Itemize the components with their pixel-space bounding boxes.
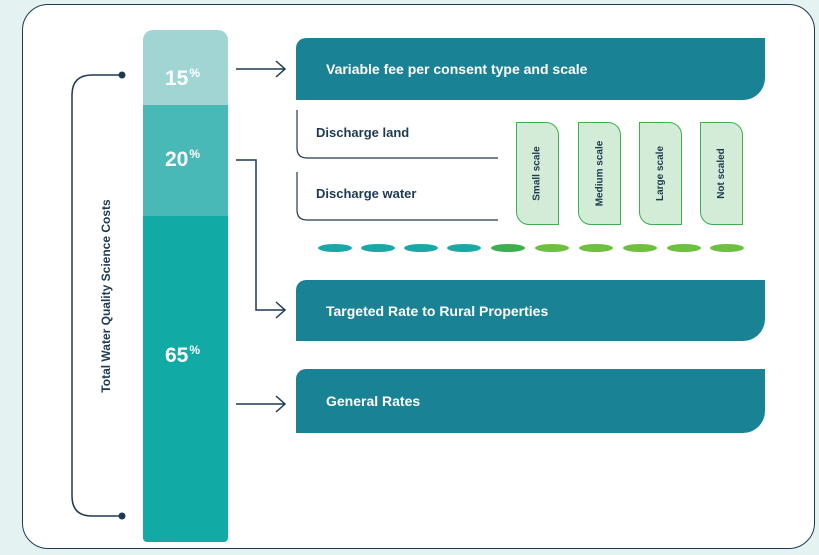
segment-65-percent: 65% xyxy=(143,216,228,542)
segment-value: 15 xyxy=(165,67,189,90)
general-rates-label: General Rates xyxy=(326,393,421,409)
scale-tag-large: Large scale xyxy=(639,122,682,225)
bracket-dot-top xyxy=(118,71,126,79)
bracket-line xyxy=(71,74,122,517)
segment-unit: % xyxy=(189,147,201,161)
segment-value: 20 xyxy=(165,148,189,171)
consent-discharge-land: Discharge land xyxy=(316,125,410,140)
variable-fee-label: Variable fee per consent type and scale xyxy=(326,61,588,77)
segment-unit: % xyxy=(189,66,201,80)
consent-bracket-land xyxy=(296,110,498,159)
leaf-separator xyxy=(318,244,744,252)
targeted-rate-box: Targeted Rate to Rural Properties xyxy=(296,280,765,341)
targeted-rate-label: Targeted Rate to Rural Properties xyxy=(326,302,549,319)
arrow-right-icon xyxy=(236,395,287,413)
segment-20-percent: 20% xyxy=(143,105,228,216)
consent-discharge-water: Discharge water xyxy=(316,186,417,201)
scale-tag-medium: Medium scale xyxy=(578,122,621,225)
consent-bracket-water xyxy=(296,172,498,221)
variable-fee-box: Variable fee per consent type and scale xyxy=(296,38,765,100)
general-rates-box: General Rates xyxy=(296,369,765,433)
scale-tag-small: Small scale xyxy=(516,122,559,225)
segment-value: 65 xyxy=(165,344,189,367)
scale-tag-not-scaled: Not scaled xyxy=(700,122,743,225)
segment-unit: % xyxy=(189,343,201,357)
arrow-right-icon xyxy=(236,60,287,78)
bracket-dot-bottom xyxy=(118,512,126,520)
elbow-arrow-icon xyxy=(236,159,287,319)
segment-15-percent: 15% xyxy=(143,30,228,105)
